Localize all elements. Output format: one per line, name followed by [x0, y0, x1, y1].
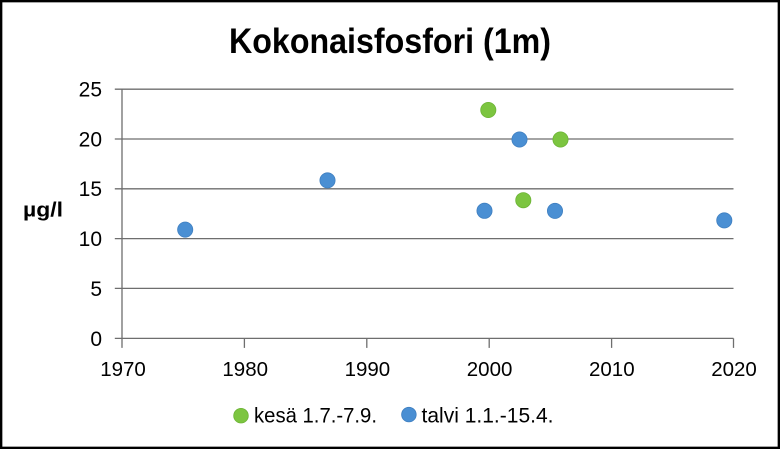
svg-text:15: 15 [79, 178, 102, 201]
svg-text:1980: 1980 [222, 358, 268, 381]
svg-text:25: 25 [79, 79, 102, 102]
svg-text:µg/l: µg/l [23, 200, 63, 222]
svg-text:kesä 1.7.-7.9.: kesä 1.7.-7.9. [254, 403, 377, 427]
svg-text:talvi 1.1.-15.4.: talvi 1.1.-15.4. [422, 403, 554, 427]
svg-text:1990: 1990 [345, 358, 391, 381]
svg-text:2000: 2000 [467, 358, 513, 381]
svg-text:5: 5 [90, 278, 102, 301]
svg-text:2010: 2010 [589, 358, 635, 381]
svg-text:1970: 1970 [100, 358, 146, 381]
svg-text:Kokonaisfosfori (1m): Kokonaisfosfori (1m) [229, 21, 551, 61]
svg-text:2020: 2020 [711, 358, 757, 381]
svg-text:0: 0 [90, 328, 102, 351]
svg-text:20: 20 [79, 128, 102, 151]
svg-text:10: 10 [79, 228, 102, 251]
